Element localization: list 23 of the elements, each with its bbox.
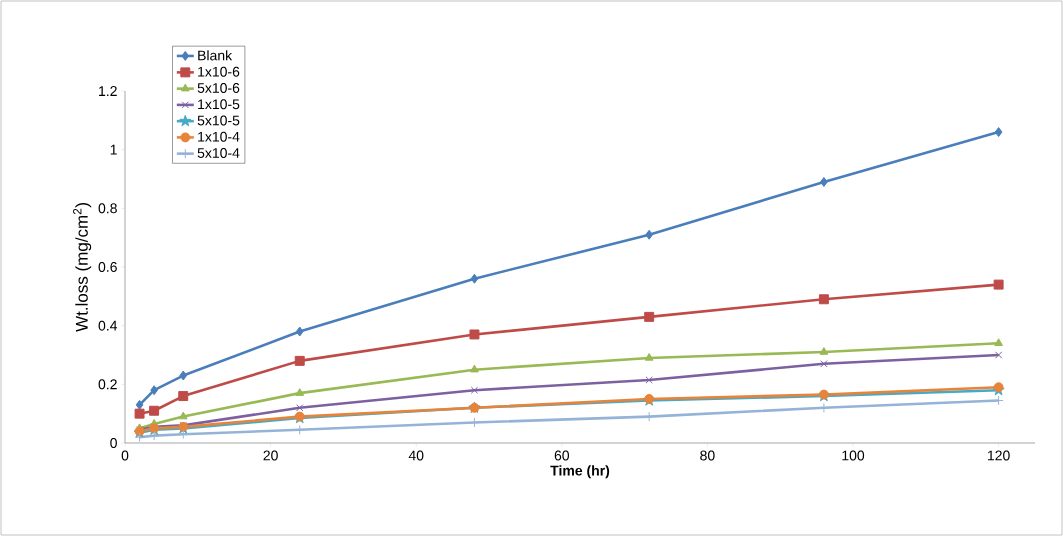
legend-label: 1x10-6 (198, 66, 240, 77)
x-tick-label: 80 (700, 450, 715, 461)
legend-label: 5x10-5 (197, 115, 240, 126)
legend-label: 1x10-4 (198, 131, 240, 142)
x-tick-label: 0 (121, 450, 129, 461)
legend-label: 5x10-6 (197, 83, 240, 93)
y-tick-label: 0 (110, 438, 117, 448)
x-tick-label: 60 (554, 450, 570, 461)
y-tick-label: 0.4 (98, 320, 118, 331)
x-tick-label: 40 (408, 450, 424, 461)
y-tick-label: 0.6 (98, 262, 117, 272)
y-tick-label: 0.2 (98, 379, 117, 390)
y-tick-label: 1.2 (99, 86, 117, 96)
y-tick-label: 0.8 (98, 203, 117, 214)
legend-label: 1x10-5 (198, 99, 240, 110)
x-tick-label: 120 (987, 450, 1010, 461)
x-tick-label: 100 (842, 450, 865, 461)
legend-label: Blank (198, 50, 233, 61)
legend-label: 5x10-4 (197, 148, 240, 158)
x-tick-label: 20 (263, 450, 278, 461)
y-axis-title: Wt.loss (mg/cm$^{2}$) (73, 203, 92, 332)
x-axis-title: Time (hr) (550, 465, 610, 479)
y-tick-label: 1 (110, 144, 117, 155)
